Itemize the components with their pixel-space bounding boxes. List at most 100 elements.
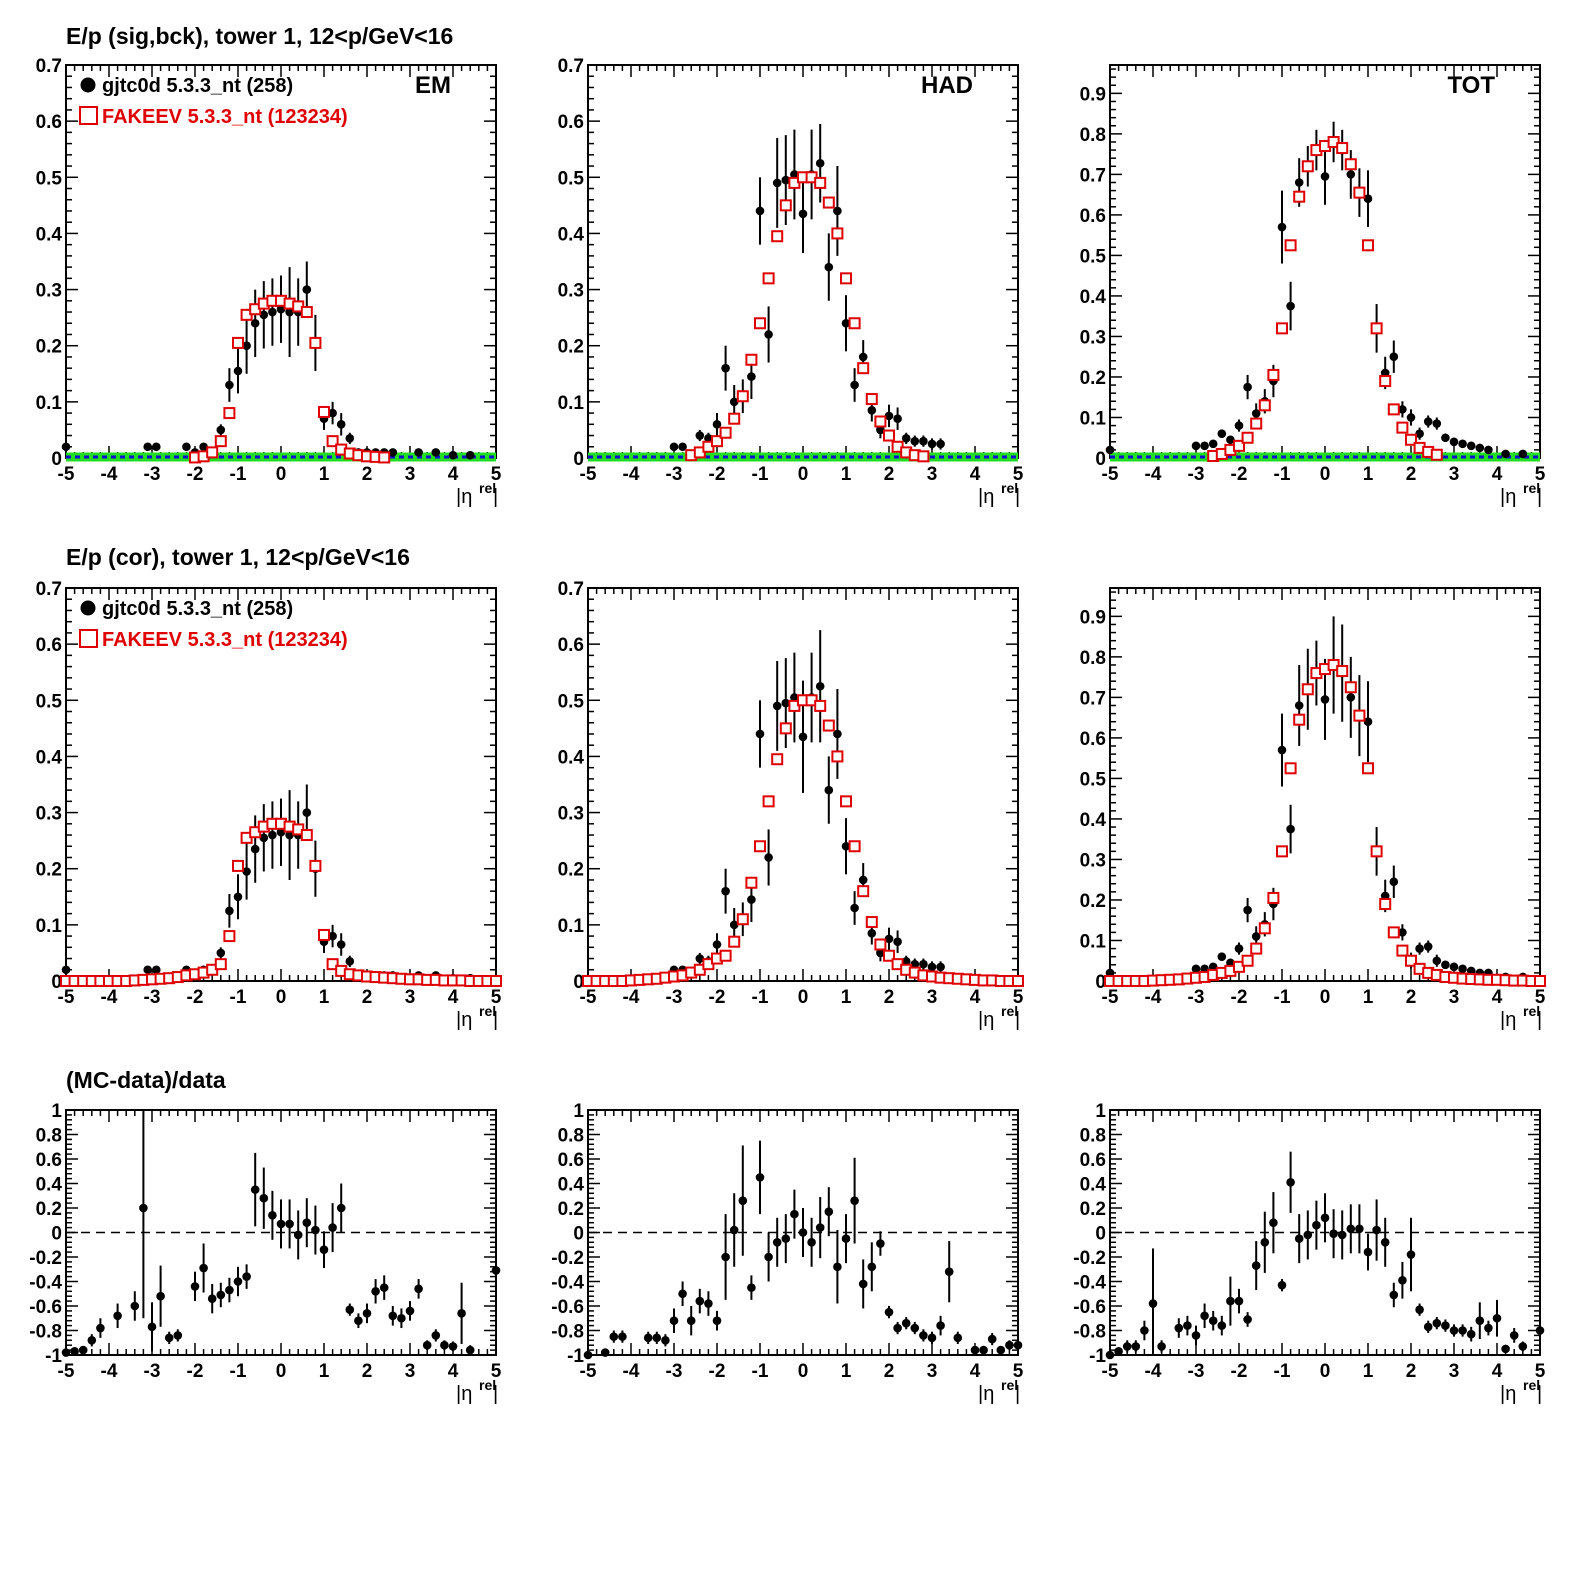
mc-point: [1430, 448, 1443, 461]
data-point: [328, 1223, 337, 1232]
data-point: [1415, 944, 1424, 953]
data-point: [1432, 956, 1442, 966]
data-point: [1217, 1321, 1227, 1330]
x-tick-label: -5: [1102, 464, 1119, 485]
data-point: [970, 1345, 980, 1355]
data-point: [414, 448, 423, 457]
data-point: [1363, 194, 1373, 204]
data-point: [190, 1282, 200, 1291]
data-point: [755, 1173, 765, 1182]
mc-point: [736, 390, 749, 403]
x-tick-label: 4: [970, 464, 981, 485]
mc-point: [1293, 713, 1306, 726]
y-tick-label: -0.8: [29, 1322, 62, 1343]
mc-point: [1379, 898, 1392, 911]
x-axis-label-close: |: [493, 1383, 498, 1405]
mc-point: [1396, 421, 1409, 434]
data-point: [139, 1203, 148, 1213]
mc-point: [848, 840, 861, 853]
data-point: [61, 965, 71, 975]
data-point: [1286, 824, 1295, 834]
data-point: [259, 833, 269, 843]
x-tick-label: 0: [798, 464, 809, 485]
data-point: [1337, 1230, 1347, 1240]
data-point: [858, 1279, 868, 1289]
x-tick-label: -2: [1231, 464, 1248, 485]
mc-point: [840, 795, 852, 808]
x-tick-label: 0: [276, 1361, 287, 1382]
data-point: [1380, 1238, 1390, 1247]
legend-data-marker: [80, 77, 96, 93]
mc-point: [1284, 239, 1297, 252]
legend-mc-marker: [79, 629, 98, 648]
data-point: [87, 1336, 97, 1345]
data-point: [1415, 1305, 1424, 1314]
x-tick-label: 2: [1406, 987, 1417, 1008]
y-tick-label: 0.3: [558, 804, 584, 825]
x-tick-label: 3: [1449, 1361, 1460, 1382]
data-point: [1294, 178, 1304, 187]
y-tick-label: 0.1: [36, 916, 63, 937]
data-point: [1226, 435, 1235, 445]
data-point: [491, 1266, 501, 1275]
x-axis-label-close: |: [1537, 486, 1542, 508]
data-point: [354, 1316, 363, 1325]
data-point: [285, 1219, 294, 1229]
mc-point: [1258, 922, 1271, 935]
x-tick-label: -2: [709, 987, 726, 1008]
x-tick-label: 1: [1363, 987, 1374, 1008]
data-point: [919, 1331, 928, 1340]
data-point: [807, 1238, 816, 1247]
data-point: [1329, 1229, 1338, 1239]
mc-point: [1327, 135, 1340, 148]
row-title-ratio: (MC-data)/data: [66, 1067, 226, 1093]
data-point: [772, 701, 782, 711]
mc-point: [865, 393, 878, 406]
data-point: [379, 1283, 389, 1292]
y-tick-label: 0.8: [1080, 648, 1106, 669]
y-tick-label: -0.8: [1073, 1322, 1106, 1343]
data-point: [164, 1333, 174, 1343]
mc-point: [1327, 658, 1340, 671]
data-point: [1389, 1290, 1399, 1300]
x-axis-label: |η: [978, 1009, 994, 1031]
mc-point: [1293, 190, 1306, 203]
data-point: [345, 1305, 355, 1314]
data-point: [987, 1334, 997, 1344]
data-point: [686, 1316, 696, 1325]
data-point: [336, 940, 346, 949]
data-point: [397, 1313, 406, 1323]
data-point: [143, 965, 152, 975]
data-point: [953, 1333, 963, 1343]
data-point: [1346, 693, 1356, 702]
data-point: [833, 206, 842, 216]
x-axis-label-sup: rel: [479, 480, 496, 496]
mc-point: [1276, 845, 1288, 858]
data-point: [841, 841, 851, 851]
data-point: [250, 844, 260, 854]
mc-point: [857, 362, 870, 375]
data-point: [850, 1196, 859, 1205]
data-point: [721, 886, 730, 896]
data-point: [1423, 417, 1433, 426]
data-point: [712, 1316, 722, 1325]
panel-grid: -5 -4 -3 -2 -1 0 1 2 3 4 5 0 0.1 0.2 0.3 0.4 0.5 0.6 0.7 |η…: [29, 56, 1546, 1405]
y-tick-label: 0.1: [36, 393, 63, 414]
data-point: [979, 1345, 988, 1355]
panel-tag: TOT: [1447, 72, 1495, 99]
y-tick-label: 0.9: [1080, 84, 1106, 105]
data-point: [362, 1309, 372, 1318]
data-point: [643, 1333, 653, 1343]
x-axis-label-close: |: [1015, 1009, 1020, 1031]
mc-point: [1336, 142, 1349, 155]
data-point: [268, 830, 277, 840]
x-axis-label: |η: [1500, 486, 1516, 508]
x-tick-label: -2: [1231, 987, 1248, 1008]
x-tick-label: -2: [709, 464, 726, 485]
y-tick-label: 0.8: [1080, 1126, 1106, 1147]
x-axis-label-sup: rel: [1001, 1377, 1018, 1393]
data-point: [1441, 433, 1450, 443]
x-tick-label: 5: [1535, 1361, 1546, 1382]
y-tick-label: 1: [51, 1101, 62, 1122]
data-point: [815, 158, 825, 168]
